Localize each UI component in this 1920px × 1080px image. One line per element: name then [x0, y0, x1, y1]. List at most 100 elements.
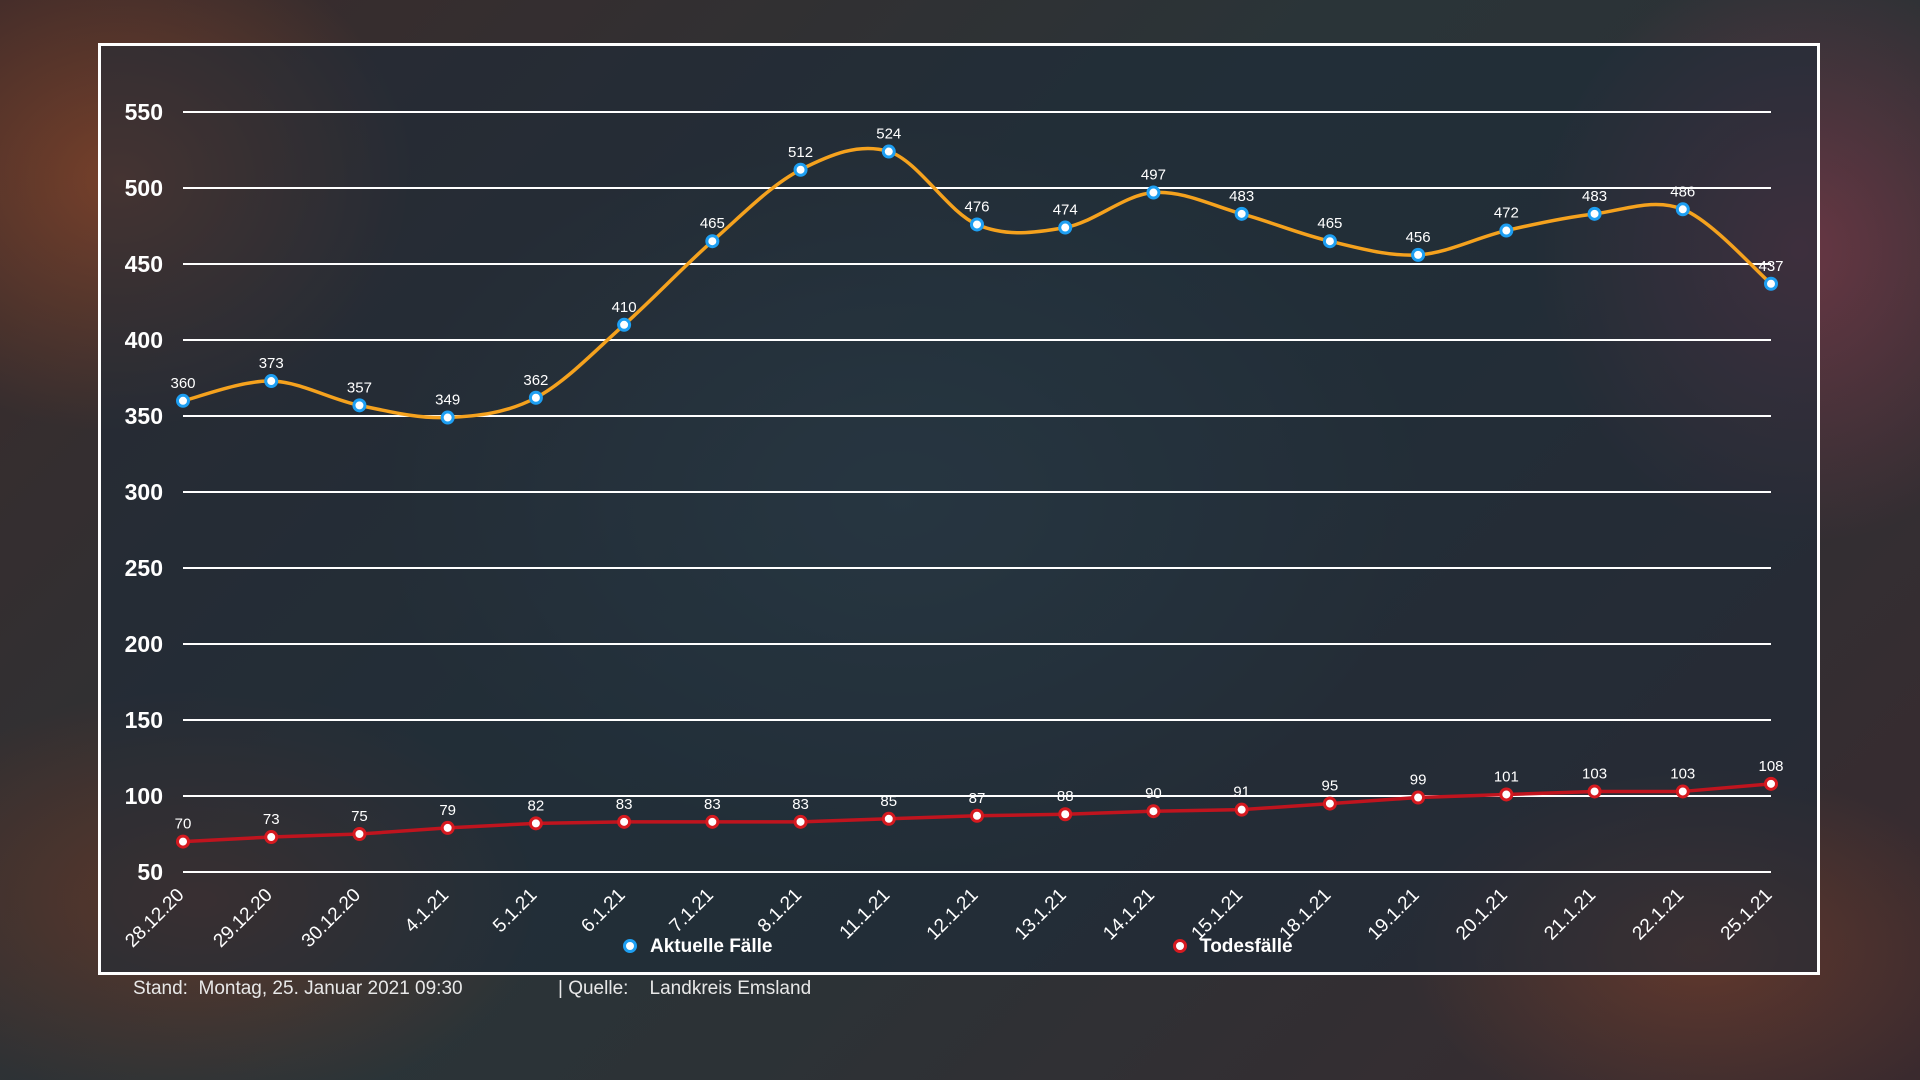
data-point — [1764, 276, 1778, 291]
data-point — [528, 816, 543, 831]
data-label: 73 — [263, 811, 280, 828]
data-point — [1411, 247, 1426, 262]
x-tick-label: 8.1.21 — [754, 885, 806, 937]
data-point — [352, 827, 367, 841]
legend-item-aktuelle-faelle[interactable]: Aktuelle Fälle — [623, 936, 773, 957]
x-tick-label: 21.1.21 — [1540, 885, 1600, 945]
data-point — [352, 398, 367, 413]
data-point — [1587, 206, 1602, 221]
x-tick-label: 5.1.21 — [489, 885, 541, 937]
data-point — [793, 814, 808, 829]
data-label: 373 — [259, 355, 284, 372]
data-label: 357 — [347, 379, 372, 396]
data-point — [264, 374, 279, 389]
y-tick-label: 50 — [137, 859, 163, 885]
y-tick-label: 450 — [125, 251, 163, 277]
data-label: 362 — [523, 372, 548, 389]
x-tick-label: 13.1.21 — [1011, 885, 1071, 945]
legend[interactable]: Aktuelle Fälle Todesfälle — [623, 936, 1293, 957]
data-label: 349 — [435, 392, 460, 409]
data-label: 360 — [170, 375, 195, 392]
data-label: 472 — [1494, 205, 1519, 222]
legend-label: Todesfälle — [1200, 936, 1293, 957]
data-label: 101 — [1494, 768, 1519, 785]
data-point — [528, 390, 543, 405]
data-point — [176, 393, 190, 408]
data-point — [264, 830, 279, 845]
data-point — [1675, 784, 1690, 799]
y-tick-label: 550 — [125, 99, 163, 125]
source-label: | Quelle: — [558, 978, 629, 999]
source-value: Landkreis Emsland — [649, 978, 812, 999]
data-label: 497 — [1141, 167, 1166, 184]
x-tick-label: 30.12.20 — [298, 885, 365, 952]
y-tick-label: 400 — [125, 327, 163, 353]
footer-stand: Stand: Montag, 25. Januar 2021 09:30 — [133, 978, 463, 1000]
y-tick-label: 200 — [125, 631, 163, 657]
data-label: 486 — [1670, 183, 1695, 200]
data-label: 474 — [1053, 202, 1078, 219]
data-point — [881, 144, 896, 159]
data-label: 103 — [1582, 765, 1607, 782]
data-label: 79 — [439, 802, 456, 819]
data-point — [1058, 807, 1073, 822]
data-label: 437 — [1758, 258, 1783, 275]
data-label: 103 — [1670, 765, 1695, 782]
x-tick-label: 28.12.20 — [121, 885, 188, 952]
x-tick-label: 29.12.20 — [210, 885, 277, 952]
footer-source: | Quelle: Landkreis Emsland — [558, 978, 811, 1000]
legend-label: Aktuelle Fälle — [650, 936, 773, 957]
data-point — [881, 811, 896, 826]
data-point — [1411, 790, 1426, 805]
data-point — [1499, 787, 1514, 802]
y-tick-label: 500 — [125, 175, 163, 201]
data-point — [1764, 776, 1778, 791]
data-point — [176, 834, 190, 849]
data-point — [1234, 206, 1249, 221]
x-tick-label: 6.1.21 — [577, 885, 629, 937]
data-point — [1499, 223, 1514, 238]
data-point — [1322, 234, 1337, 249]
legend-marker-icon — [1173, 939, 1187, 953]
series-todesfaelle: 70 73 75 79 82 83 83 83 85 87 88 90 91 95 99 101 103 103 1… — [175, 758, 1784, 849]
y-tick-label: 350 — [125, 403, 163, 429]
data-point — [1322, 796, 1337, 811]
data-label: 91 — [1233, 784, 1250, 801]
data-label: 83 — [704, 796, 721, 813]
data-point — [705, 234, 720, 249]
data-label: 83 — [792, 796, 809, 813]
x-tick-label: 20.1.21 — [1452, 885, 1512, 945]
x-tick-label: 4.1.21 — [401, 885, 453, 937]
chart-frame: 50 100 150 200 250 300 350 400 450 500 550 28.12.2… — [98, 43, 1820, 975]
data-point — [1234, 802, 1249, 817]
data-point — [440, 410, 455, 425]
y-tick-label: 100 — [125, 783, 163, 809]
data-point — [1058, 220, 1073, 235]
stand-value: Montag, 25. Januar 2021 09:30 — [198, 978, 463, 999]
data-label: 483 — [1229, 188, 1254, 205]
data-point — [440, 820, 455, 835]
data-label: 476 — [964, 198, 989, 215]
data-label: 85 — [880, 793, 897, 810]
x-tick-label: 19.1.21 — [1364, 885, 1424, 945]
x-tick-label: 25.1.21 — [1717, 885, 1777, 945]
line-chart: 50 100 150 200 250 300 350 400 450 500 550 28.12.2… — [121, 99, 1784, 957]
data-label: 70 — [175, 816, 192, 833]
data-label: 465 — [1317, 215, 1342, 232]
x-axis-ticks: 28.12.20 29.12.20 30.12.20 4.1.21 5.1.21 6.1.… — [121, 885, 1776, 952]
data-label: 88 — [1057, 788, 1074, 805]
data-label: 87 — [969, 790, 986, 807]
data-label: 82 — [528, 797, 545, 814]
data-point — [1146, 804, 1161, 819]
data-point — [793, 162, 808, 177]
data-point — [1675, 202, 1690, 217]
y-axis-ticks: 50 100 150 200 250 300 350 400 450 500 550 — [125, 99, 163, 885]
series-lines: 360 373 357 349 362 410 465 512 524 476 474 497 483 4… — [170, 126, 1784, 849]
data-point — [617, 317, 632, 332]
legend-item-todesfaelle[interactable]: Todesfälle — [1173, 936, 1293, 957]
data-point — [970, 217, 984, 232]
data-point — [617, 814, 632, 829]
y-tick-label: 150 — [125, 707, 163, 733]
data-label: 75 — [351, 808, 368, 825]
data-label: 512 — [788, 144, 813, 161]
